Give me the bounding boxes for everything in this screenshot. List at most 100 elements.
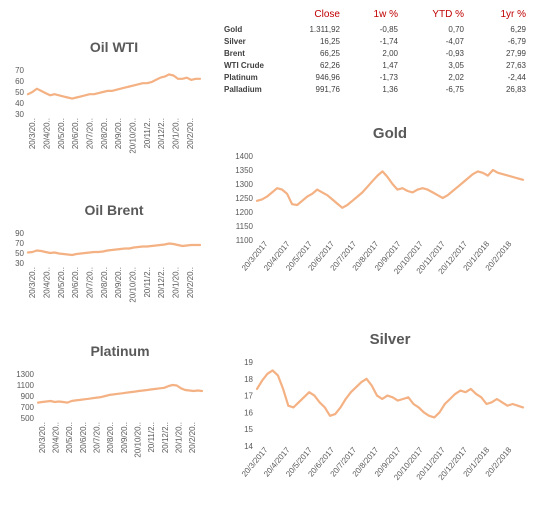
x-tick-label: 20/4/20.. — [52, 422, 61, 453]
x-tick-label: 20/9/20.. — [114, 267, 123, 298]
data-point — [150, 81, 153, 83]
data-point — [501, 401, 503, 404]
data-point — [282, 388, 284, 390]
x-tick-label: 20/4/20.. — [43, 267, 52, 298]
data-point — [106, 249, 109, 252]
data-point — [150, 388, 153, 391]
y-tick-label: 18 — [244, 375, 253, 384]
data-point — [313, 394, 316, 397]
x-tick-label: 20/3/20.. — [38, 422, 47, 453]
gold-chart-svg: Gold110011501200125013001350140020/3/201… — [235, 125, 525, 276]
data-point — [176, 384, 178, 387]
data-point — [71, 97, 73, 100]
data-point — [344, 398, 347, 400]
data-point — [177, 244, 179, 246]
data-point — [477, 170, 479, 173]
data-point — [192, 390, 195, 392]
chart-title: Gold — [373, 125, 407, 142]
data-point — [376, 174, 379, 177]
data-point — [276, 187, 278, 189]
y-tick-label: 1100 — [17, 381, 35, 390]
data-point — [411, 191, 414, 194]
data-point — [431, 191, 434, 194]
data-point — [62, 253, 65, 255]
data-point — [188, 389, 191, 392]
year-change: 26,83 — [505, 84, 526, 94]
y-tick-label: 700 — [21, 403, 35, 412]
x-tick-label: 20/7/20.. — [86, 267, 95, 298]
data-point — [150, 245, 153, 247]
data-point — [365, 378, 368, 380]
data-point — [58, 94, 60, 97]
data-point — [454, 393, 456, 395]
data-point — [159, 387, 161, 390]
series-line — [255, 168, 525, 209]
data-point — [128, 85, 131, 88]
y-tick-label: 15 — [244, 425, 253, 434]
data-point — [326, 194, 329, 196]
week-change: 1,36 — [382, 84, 398, 94]
data-point — [97, 251, 100, 253]
data-point — [31, 251, 34, 253]
y-tick-label: 1150 — [236, 222, 254, 231]
year-change: -2,44 — [507, 72, 526, 82]
data-point — [154, 388, 157, 390]
data-point — [412, 403, 415, 405]
x-tick-label: 20/11/2.. — [147, 422, 156, 453]
ytd-change: 2,02 — [448, 72, 464, 82]
data-point — [341, 207, 344, 209]
data-point — [271, 369, 274, 372]
commodity-name: Silver — [224, 36, 246, 46]
x-tick-label: 20/5/20.. — [57, 267, 66, 298]
chart-platinum: Platinum 500 700 900 1100 1300 20/3/20.. 20/4/2… — [0, 340, 215, 475]
data-point — [436, 194, 439, 196]
data-point — [361, 191, 364, 194]
data-point — [104, 395, 107, 397]
data-point — [386, 394, 389, 397]
x-tick-label: 20/3/20.. — [28, 118, 37, 149]
y-tick-label: 1250 — [235, 194, 253, 203]
data-point — [27, 251, 29, 254]
table-row: Brent 66,25 2,00 -0,93 27,99 — [224, 47, 526, 59]
data-point — [115, 89, 117, 91]
x-tick-label: 20/9/20.. — [114, 118, 123, 149]
data-point — [356, 195, 359, 198]
data-point — [522, 179, 524, 181]
x-tick-label: 20/2/20.. — [186, 118, 195, 149]
data-point — [44, 92, 47, 94]
data-point — [401, 187, 404, 189]
year-change: -6,79 — [507, 36, 526, 46]
data-point — [146, 82, 148, 84]
x-tick-label: 20/5/20.. — [57, 118, 66, 149]
week-change: -0,85 — [379, 24, 398, 34]
y-tick-label: 30 — [15, 110, 24, 119]
data-point — [167, 385, 170, 387]
close-value: 66,25 — [319, 48, 340, 58]
data-point — [100, 396, 102, 398]
data-point — [391, 183, 394, 185]
data-point — [31, 91, 34, 93]
data-point — [40, 90, 42, 92]
data-point — [121, 392, 123, 395]
x-tick-label: 20/6/20.. — [79, 422, 88, 453]
data-point — [351, 200, 354, 202]
table-row: Gold 1.311,92 -0,85 0,70 6,29 — [224, 23, 526, 35]
oil-wti-chart-svg: Oil WTI 30 40 50 60 70 20/3/20.. 20/4/20.. 20/5/… — [15, 39, 202, 154]
series-line — [255, 369, 525, 419]
data-point — [438, 411, 441, 414]
data-point — [138, 390, 140, 392]
table-row: Silver 16,25 -1,74 -4,07 -6,79 — [224, 35, 526, 47]
data-point — [36, 87, 38, 90]
data-point — [464, 391, 467, 393]
data-point — [281, 188, 283, 191]
data-point — [522, 406, 524, 409]
data-point — [261, 198, 263, 201]
data-point — [181, 245, 184, 247]
data-point — [308, 391, 310, 393]
x-tick-label: 20/10/20.. — [129, 118, 138, 154]
data-point — [141, 245, 144, 248]
data-point — [102, 91, 104, 93]
data-point — [277, 374, 279, 377]
data-point — [41, 401, 43, 403]
data-point — [266, 373, 269, 375]
